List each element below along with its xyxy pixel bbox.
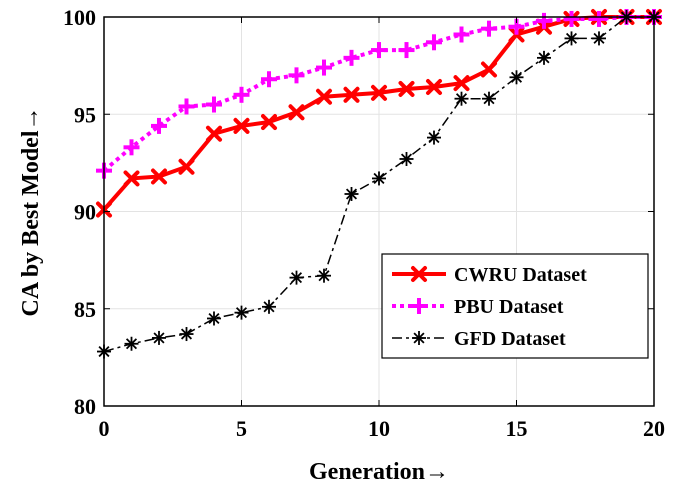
data-point bbox=[481, 20, 497, 37]
data-point bbox=[592, 31, 606, 46]
x-tick-label: 5 bbox=[236, 416, 247, 441]
data-point bbox=[509, 70, 524, 85]
data-point bbox=[234, 305, 249, 320]
legend-label: PBU Dataset bbox=[454, 296, 564, 318]
x-tick-label: 10 bbox=[368, 416, 390, 441]
data-point bbox=[537, 50, 551, 65]
y-tick-label: 85 bbox=[74, 297, 96, 322]
data-point bbox=[206, 125, 222, 142]
y-tick-label: 90 bbox=[74, 200, 96, 225]
data-point bbox=[124, 336, 139, 351]
data-point bbox=[289, 270, 304, 285]
data-point bbox=[151, 117, 167, 134]
data-point bbox=[454, 91, 469, 106]
data-point bbox=[288, 104, 305, 121]
legend-entry: CWRU Dataset bbox=[392, 264, 587, 286]
legend-label: CWRU Dataset bbox=[454, 264, 587, 286]
y-tick-label: 100 bbox=[63, 5, 96, 30]
ticks: 0 5 10 15 20 80 85 90 95 100 bbox=[63, 5, 665, 441]
data-point bbox=[288, 67, 305, 84]
data-point bbox=[207, 311, 221, 326]
y-axis-label: CA by Best Model→ bbox=[18, 107, 44, 317]
data-point bbox=[536, 12, 552, 29]
data-point bbox=[412, 331, 426, 345]
data-point bbox=[178, 158, 195, 175]
data-point bbox=[123, 170, 140, 187]
data-point bbox=[481, 61, 497, 78]
data-point bbox=[398, 80, 415, 97]
data-point bbox=[233, 117, 250, 134]
data-point bbox=[398, 42, 415, 59]
data-point bbox=[206, 96, 222, 113]
data-point bbox=[152, 330, 166, 345]
data-point bbox=[411, 266, 427, 282]
data-point bbox=[151, 168, 167, 185]
data-point bbox=[123, 139, 140, 156]
x-tick-label: 15 bbox=[506, 416, 528, 441]
legend-label: GFD Dataset bbox=[454, 328, 566, 350]
data-point bbox=[564, 31, 579, 46]
data-point bbox=[261, 71, 277, 88]
x-axis-label: Generation→ bbox=[309, 459, 449, 485]
data-point bbox=[482, 91, 496, 106]
data-point bbox=[344, 186, 359, 201]
data-point bbox=[233, 86, 250, 103]
data-point bbox=[427, 130, 441, 145]
legend-entry: GFD Dataset bbox=[392, 328, 566, 350]
data-point bbox=[563, 10, 580, 27]
y-tick-label: 95 bbox=[74, 102, 96, 127]
x-tick-label: 0 bbox=[99, 416, 110, 441]
data-point bbox=[316, 59, 332, 76]
data-point bbox=[316, 88, 332, 105]
legend-entry: PBU Dataset bbox=[392, 296, 564, 318]
x-tick-label: 20 bbox=[643, 416, 665, 441]
data-point bbox=[426, 34, 442, 51]
data-point bbox=[179, 327, 194, 342]
y-tick-label: 80 bbox=[74, 394, 96, 419]
data-point bbox=[399, 151, 414, 166]
data-point bbox=[261, 114, 277, 131]
data-point bbox=[371, 42, 387, 59]
data-point bbox=[317, 268, 331, 283]
data-point bbox=[453, 75, 470, 92]
data-point bbox=[372, 171, 386, 186]
data-point bbox=[426, 79, 442, 96]
data-point bbox=[343, 86, 360, 103]
data-point bbox=[178, 98, 195, 115]
data-point bbox=[411, 298, 427, 314]
data-point bbox=[262, 299, 276, 314]
data-point bbox=[343, 49, 360, 66]
data-point bbox=[371, 84, 387, 101]
legend: CWRU Dataset PBU Dataset GFD Dataset bbox=[381, 253, 649, 359]
data-point bbox=[453, 26, 470, 43]
data-point bbox=[591, 10, 607, 27]
